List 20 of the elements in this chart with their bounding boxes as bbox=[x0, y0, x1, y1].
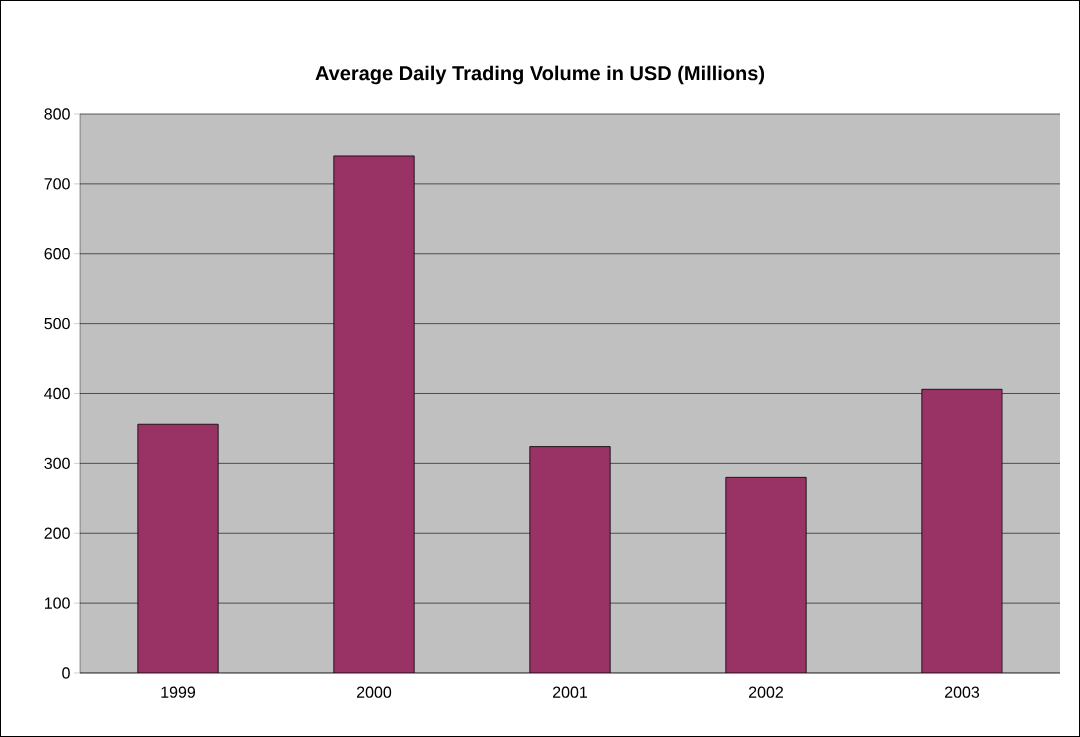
bar bbox=[921, 388, 1003, 673]
bar bbox=[529, 446, 611, 673]
bar bbox=[725, 476, 807, 673]
x-tick-label: 2003 bbox=[945, 686, 980, 698]
x-tick-label: 2001 bbox=[553, 686, 587, 698]
y-tick-label: 700 bbox=[44, 178, 70, 190]
x-tick-label: 2000 bbox=[357, 686, 392, 698]
y-tick-label: 0 bbox=[62, 667, 70, 679]
y-tick-label: 600 bbox=[44, 248, 70, 260]
x-tick-label: 1999 bbox=[161, 686, 196, 698]
y-tick-label: 300 bbox=[44, 457, 70, 470]
y-tick-label: 500 bbox=[44, 317, 70, 330]
y-tick-label: 800 bbox=[44, 108, 70, 120]
bar bbox=[137, 423, 219, 673]
chart-title: Average Daily Trading Volume in USD (Millions) bbox=[315, 65, 765, 85]
bar bbox=[333, 155, 415, 673]
x-tick-label: 2002 bbox=[749, 686, 783, 698]
y-tick-label: 400 bbox=[44, 387, 70, 400]
y-tick-label: 100 bbox=[44, 597, 70, 609]
y-tick-label: 200 bbox=[44, 527, 70, 539]
